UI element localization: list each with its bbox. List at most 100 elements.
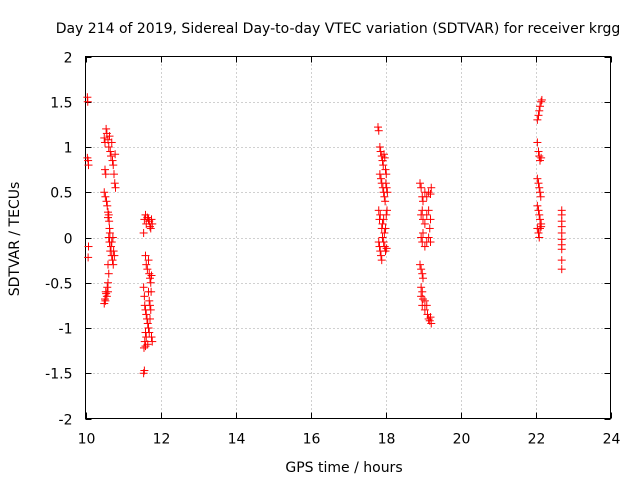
data-point-marker xyxy=(139,283,148,292)
data-point-marker xyxy=(108,156,117,165)
data-point-marker xyxy=(111,150,120,159)
data-point-marker xyxy=(100,299,109,308)
y-tick-label: -1.5 xyxy=(45,367,72,383)
data-point-marker xyxy=(417,283,426,292)
data-point-marker xyxy=(536,192,545,201)
data-point-marker xyxy=(148,337,157,346)
data-point-marker xyxy=(375,143,384,151)
data-point-marker xyxy=(374,206,383,215)
data-point-marker xyxy=(535,210,544,219)
data-point-marker xyxy=(382,183,391,192)
y-tick-label: 0 xyxy=(64,232,73,248)
data-point-marker xyxy=(420,296,429,305)
data-point-marker xyxy=(383,188,392,197)
data-point-marker xyxy=(101,287,110,296)
data-point-marker xyxy=(380,153,389,162)
data-point-marker xyxy=(533,174,542,183)
x-tick-label: 16 xyxy=(303,432,321,448)
data-point-marker xyxy=(377,251,385,260)
x-tick-label: 24 xyxy=(603,432,621,448)
data-point-marker xyxy=(140,366,149,375)
data-point-marker xyxy=(378,233,387,242)
data-point-marker xyxy=(106,147,115,156)
data-point-marker xyxy=(108,233,117,242)
data-point-marker xyxy=(141,328,150,337)
data-point-marker xyxy=(147,215,156,224)
data-point-marker xyxy=(109,161,118,170)
data-point-marker xyxy=(379,238,388,247)
data-point-marker xyxy=(140,343,148,352)
data-point-marker xyxy=(533,138,542,147)
data-point-marker xyxy=(419,215,427,224)
data-point-marker xyxy=(107,238,116,247)
data-point-marker xyxy=(534,228,543,237)
data-point-marker xyxy=(381,224,390,233)
x-tick-label: 10 xyxy=(78,432,96,448)
y-tick-label: -1 xyxy=(59,322,73,338)
grid-lines xyxy=(85,56,611,419)
data-point-marker xyxy=(105,217,114,226)
data-point-marker xyxy=(419,197,427,206)
data-point-marker xyxy=(537,153,546,162)
data-point-marker xyxy=(139,228,148,237)
data-point-marker xyxy=(419,228,427,237)
data-point-marker xyxy=(380,242,389,251)
data-point-marker xyxy=(424,314,433,323)
data-point-marker xyxy=(146,301,154,310)
plot-frame xyxy=(85,56,611,419)
data-point-marker xyxy=(148,219,157,228)
data-point-marker xyxy=(557,265,566,274)
data-point-marker xyxy=(143,340,152,349)
data-point-marker xyxy=(104,143,113,151)
data-point-marker xyxy=(535,183,544,192)
y-tick-label: -0.5 xyxy=(45,277,72,293)
data-points xyxy=(83,93,566,378)
data-point-marker xyxy=(143,213,152,222)
data-point-marker xyxy=(417,233,426,242)
data-point-marker xyxy=(109,247,118,256)
axis-ticks xyxy=(85,56,612,420)
x-tick-label: 14 xyxy=(228,432,246,448)
data-point-marker xyxy=(418,287,427,296)
data-point-marker xyxy=(141,251,150,260)
data-point-marker xyxy=(379,161,388,170)
data-point-marker xyxy=(537,222,546,231)
data-point-marker xyxy=(380,228,389,237)
data-point-marker xyxy=(84,242,93,251)
data-point-marker xyxy=(110,170,118,179)
data-point-marker xyxy=(146,305,155,314)
data-point-marker xyxy=(426,238,435,247)
data-point-marker xyxy=(146,224,155,233)
data-point-marker xyxy=(420,305,429,314)
data-point-marker xyxy=(142,260,151,269)
data-point-marker xyxy=(557,256,566,265)
data-point-marker xyxy=(142,333,151,342)
data-point-marker xyxy=(103,283,112,292)
data-point-marker xyxy=(426,313,435,322)
data-point-marker xyxy=(535,106,544,115)
data-point-marker xyxy=(427,183,436,192)
data-point-marker xyxy=(380,192,389,201)
data-point-marker xyxy=(100,133,109,142)
data-point-marker xyxy=(377,174,385,183)
data-point-marker xyxy=(537,97,546,106)
data-point-marker xyxy=(374,123,382,132)
data-point-marker xyxy=(102,197,111,206)
data-point-marker xyxy=(424,188,433,197)
data-point-marker xyxy=(420,242,429,251)
x-axis-title: GPS time / hours xyxy=(285,460,402,476)
data-point-marker xyxy=(83,97,92,106)
data-point-marker xyxy=(146,278,155,287)
data-point-marker xyxy=(380,150,388,159)
x-tick-label: 18 xyxy=(378,432,396,448)
data-point-marker xyxy=(533,201,542,210)
data-point-marker xyxy=(142,310,151,319)
data-point-marker xyxy=(533,115,542,124)
data-point-marker xyxy=(557,245,566,254)
data-point-marker xyxy=(383,206,391,215)
data-point-marker xyxy=(379,215,388,224)
data-point-marker xyxy=(84,161,93,170)
data-point-marker xyxy=(107,242,115,251)
data-point-marker xyxy=(534,147,543,156)
